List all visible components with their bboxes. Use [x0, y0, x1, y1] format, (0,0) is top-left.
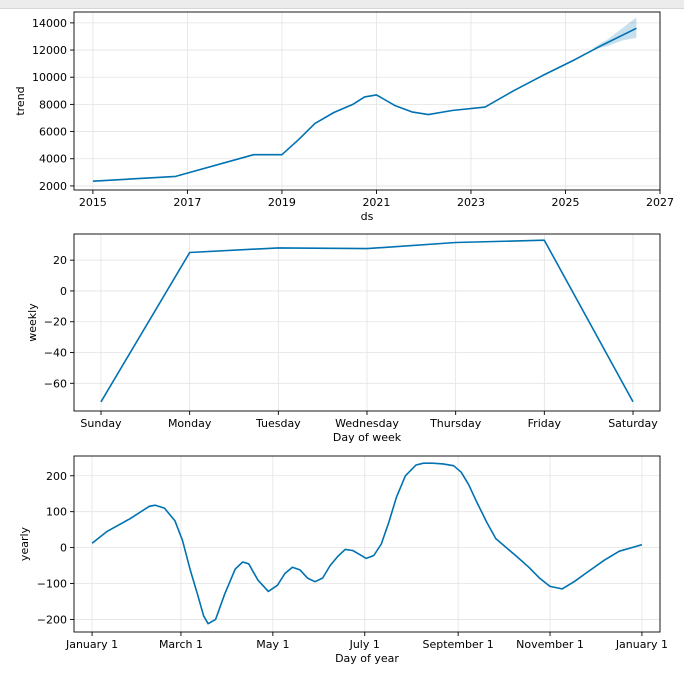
yearly-xtick-label-0: January 1	[65, 638, 118, 651]
trend-xtick-label-4: 2023	[457, 196, 485, 209]
trend-series-line-0	[92, 27, 637, 182]
weekly-ytick-label-1: −40	[44, 347, 67, 360]
weekly-ytick-label-4: 20	[53, 254, 67, 267]
trend-xtick-label-3: 2021	[362, 196, 390, 209]
trend-ytick-label-2: 6000	[39, 126, 67, 139]
weekly-xtick-label-5: Friday	[528, 417, 562, 430]
trend-plot-frame	[73, 11, 661, 191]
yearly-xtick-label-4: September 1	[422, 638, 493, 651]
yearly-y-axis-title: yearly	[18, 526, 31, 561]
yearly-ytick-label-0: −200	[37, 613, 67, 626]
trend-ytick-label-6: 14000	[32, 17, 67, 30]
weekly-x-axis-title: Day of week	[333, 431, 402, 444]
weekly-ytick-label-3: 0	[60, 285, 67, 298]
weekly-xtick-label-1: Monday	[168, 417, 212, 430]
yearly-xtick-label-3: July 1	[349, 638, 380, 651]
weekly-xtick-label-2: Tuesday	[255, 417, 301, 430]
yearly-series-line-0	[91, 462, 643, 625]
trend-ytick-label-0: 2000	[39, 180, 67, 193]
trend-y-axis-title: trend	[14, 86, 27, 115]
yearly-xtick-label-1: March 1	[159, 638, 203, 651]
trend-xtick-label-2: 2019	[268, 196, 296, 209]
yearly-xtick-label-5: November 1	[516, 638, 584, 651]
yearly-xtick-label-2: May 1	[256, 638, 289, 651]
weekly-xtick-label-3: Wednesday	[335, 417, 399, 430]
trend-uncertainty-band	[593, 17, 637, 50]
weekly-xtick-label-0: Sunday	[80, 417, 122, 430]
weekly-ytick-label-0: −60	[44, 377, 67, 390]
yearly-x-axis-title: Day of year	[335, 652, 399, 665]
yearly-ytick-label-4: 200	[46, 470, 67, 483]
yearly-ytick-label-3: 100	[46, 506, 67, 519]
weekly-xtick-label-6: Saturday	[608, 417, 658, 430]
trend-xtick-label-6: 2027	[646, 196, 674, 209]
trend-xtick-label-1: 2017	[173, 196, 201, 209]
trend-ytick-label-5: 12000	[32, 44, 67, 57]
weekly-ytick-label-2: −20	[44, 316, 67, 329]
trend-ytick-label-3: 8000	[39, 98, 67, 111]
trend-xtick-label-0: 2015	[79, 196, 107, 209]
weekly-y-axis-title: weekly	[26, 303, 39, 342]
trend-ytick-label-1: 4000	[39, 153, 67, 166]
trend-xtick-label-5: 2025	[551, 196, 579, 209]
weekly-xtick-label-4: Thursday	[429, 417, 482, 430]
yearly-ytick-label-1: −100	[37, 578, 67, 591]
trend-ytick-label-4: 10000	[32, 71, 67, 84]
yearly-ytick-label-2: 0	[60, 542, 67, 555]
window-top-strip	[0, 0, 684, 9]
weekly-series-line-0	[100, 239, 634, 403]
trend-x-axis-title: ds	[361, 210, 374, 223]
yearly-xtick-label-6: January 1	[615, 638, 668, 651]
yearly-plot-frame	[73, 455, 661, 633]
